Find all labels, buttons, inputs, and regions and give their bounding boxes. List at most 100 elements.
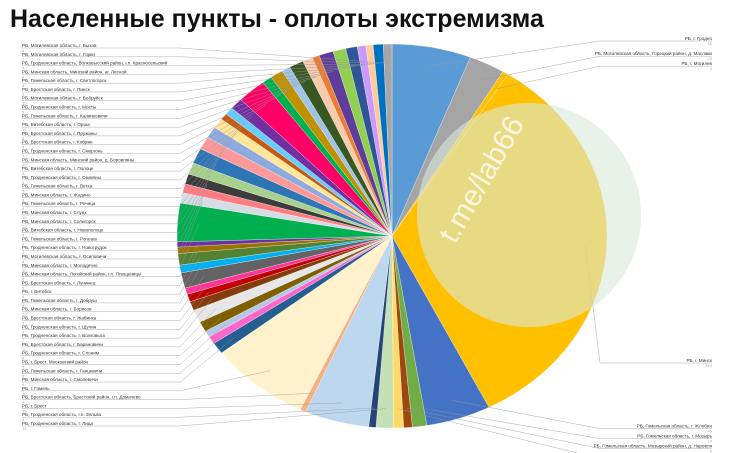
slice-value: 6 — [22, 74, 25, 79]
slice-label: РБ, Витебская область, г. Орша — [22, 122, 90, 127]
slice-label: РБ, Гомельская область, г. Мозырь — [637, 434, 712, 439]
leader-line — [22, 223, 200, 268]
leader-line — [22, 329, 230, 374]
slice-label: РБ, Гродненская область, г. Лида — [22, 421, 93, 426]
leader-line — [22, 243, 199, 277]
leader-line — [22, 336, 236, 383]
slice-label: РБ, Гомельская область, г. Рогачев — [22, 236, 97, 241]
slice-value: 8 — [22, 83, 25, 88]
leader-line — [22, 317, 222, 356]
slice-label: РБ, Минская область, г. Молодечно — [22, 263, 98, 268]
slice-label: РБ, Гродненская область, г. Ошмяны — [22, 175, 101, 180]
slice-label: РБ, Гродненская область, г. Новогрудок — [22, 245, 108, 250]
leader-line — [22, 90, 289, 145]
chart-title: Населенные пункты - оплоты экстремизма — [10, 5, 545, 33]
pie-slice — [383, 43, 393, 237]
leader-line — [22, 76, 317, 119]
leader-line — [22, 275, 204, 312]
slice-label: РБ, г. Витебск — [22, 289, 52, 294]
slice-value: 6 — [22, 48, 25, 53]
slice-value: 8 — [22, 259, 25, 264]
leader-line — [22, 408, 386, 427]
leader-line — [22, 71, 333, 101]
slice-value: 6 — [22, 303, 25, 308]
slice-value: 70 — [22, 391, 27, 396]
leader-line — [494, 65, 712, 90]
slice-value: 5 — [22, 110, 25, 115]
leader-line — [452, 400, 712, 429]
slice-value: 10 — [708, 439, 713, 444]
slice-label: РБ, г. Брест, Московский район — [22, 358, 89, 364]
leader-line — [406, 408, 712, 449]
pie-slice — [221, 235, 393, 410]
slice-label: РБ, г. Гомель — [22, 386, 50, 391]
slice-value: 8 — [22, 197, 25, 202]
leader-line — [22, 95, 280, 154]
leader-line — [22, 123, 246, 181]
leader-line — [22, 134, 236, 198]
slice-label: РБ, Могилевская область, г. Бобруйск — [22, 95, 104, 101]
leader-line — [22, 142, 230, 207]
slice-label: РБ, Гомельская область, г. Добруш — [22, 298, 97, 303]
slice-value: 10 — [22, 215, 27, 220]
slice-value: 5 — [22, 417, 25, 422]
slice-value: 9 — [22, 206, 25, 211]
leader-line — [22, 201, 203, 260]
slice-label: РБ, Минская область, Логойский район, г.… — [22, 271, 141, 277]
slice-value: 10 — [22, 127, 27, 132]
slice-value: 7 — [22, 118, 25, 123]
leader-line — [22, 116, 252, 172]
slice-value: 9 — [22, 294, 25, 299]
slice-label: РБ, Брестская область, г. Жабинка — [22, 316, 97, 321]
slice-value: 5 — [22, 66, 25, 71]
slice-value: 4 — [22, 400, 25, 405]
leader-line — [22, 324, 226, 365]
slice-label: РБ, Витебская область, г. Новополоцк — [22, 228, 104, 233]
slice-value: 9 — [22, 171, 25, 176]
leader-line — [22, 175, 212, 233]
slice-value: 45 — [22, 408, 27, 413]
slice-label: РБ, Минская область, Минский район, аг. … — [22, 68, 127, 74]
slice-value: 7 — [22, 153, 25, 158]
leader-line — [22, 370, 271, 392]
slice-value: 5 — [22, 285, 25, 290]
slice-value: 12 — [22, 426, 27, 431]
slice-label: РБ, Гродненская область, Волковысский ра… — [22, 60, 168, 66]
slice-label: РБ, Гродненская область, г. Слоним — [22, 351, 99, 356]
leader-line — [22, 298, 212, 339]
leader-line — [22, 68, 345, 93]
slice-value: 5 — [22, 189, 25, 194]
slice-value: 6 — [22, 373, 25, 378]
slice-label: РБ, Могилевская область, Горецкий район,… — [595, 50, 713, 56]
slice-value: 45 — [708, 429, 713, 434]
leader-line — [22, 248, 200, 286]
slice-label: РБ, Гомельская область, г. Ветка — [22, 184, 93, 189]
slice-value: 310 — [705, 363, 712, 368]
slice-value: 12 — [22, 224, 27, 229]
leader-line — [22, 63, 372, 66]
slice-value: 6 — [22, 136, 25, 141]
slice-label: РБ, Могилевская область, г. Горки — [22, 52, 95, 57]
leader-line — [416, 407, 712, 439]
leader-line — [427, 40, 712, 67]
slice-value: 5 — [22, 321, 25, 326]
leader-line — [22, 291, 210, 330]
slice-value: 10 — [22, 347, 27, 352]
slice-label: РБ, Брестская область, г. Лунинец — [22, 280, 96, 285]
slice-label: РБ, Гродненская область, г. Щучин — [22, 324, 97, 329]
leader-line — [22, 256, 201, 295]
slice-value: 25 — [708, 56, 713, 61]
leader-line — [22, 402, 343, 409]
leader-line — [22, 184, 208, 242]
slice-label: РБ, Могилевская область, г. Осиповичи — [22, 254, 107, 259]
leader-line — [22, 163, 217, 225]
slice-label: РБ, Брестская область, г. Пинск — [22, 87, 91, 92]
slice-value: 20 — [22, 162, 27, 167]
slice-value: 8 — [22, 241, 25, 246]
slice-label: РБ, Брестская область, Брестский район, … — [22, 394, 141, 400]
watermark: t.me/lab66 — [417, 103, 641, 327]
slice-value: 9 — [22, 92, 25, 97]
slice-value: 30 — [22, 268, 27, 273]
leader-line — [22, 393, 312, 400]
